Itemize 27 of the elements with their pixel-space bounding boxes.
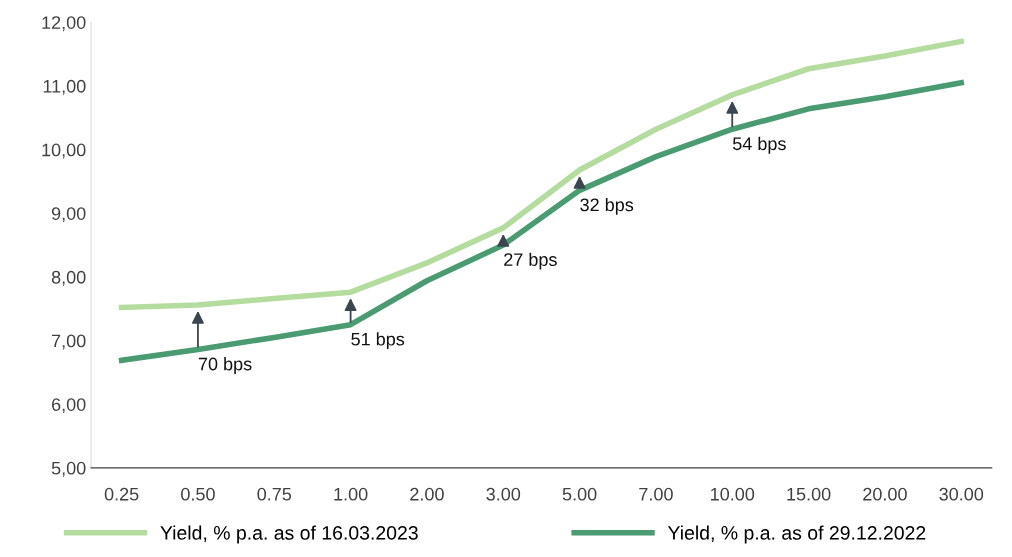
y-tick-label: 8,00 [51,270,86,286]
annotation: 32 bps [580,197,634,215]
annotation: 27 bps [504,252,557,270]
x-tick-label: 2.00 [410,487,444,501]
y-tick-label: 7,00 [52,334,86,350]
x-tick-label: 15.00 [787,487,831,501]
x-tick-label: 20.00 [863,487,907,501]
annotation: 51 bps [351,332,405,350]
x-tick-label: 0.75 [257,487,292,501]
y-tick-label: 9,00 [51,207,86,223]
y-tick-label: 6,00 [52,398,86,414]
y-tick-label: 5,00 [51,461,86,477]
annotation: 70 bps [198,357,252,374]
x-tick-label: 1.00 [334,487,368,501]
legend-label: Yield, % p.a. as of 29.12.2022 [667,525,926,544]
x-tick-label: 30.00 [939,487,984,501]
x-tick-label: 10.00 [711,487,755,501]
legend-label: Yield, % p.a. as of 16.03.2023 [160,525,418,544]
x-tick-label: 3.00 [486,487,521,501]
y-tick-label: 12,00 [42,16,86,32]
x-tick-label: 0.25 [104,487,139,501]
annotation: 54 bps [732,136,786,154]
x-tick-label: 0.50 [181,487,215,501]
y-tick-label: 11,00 [43,79,86,95]
x-tick-label: 5.00 [562,487,597,501]
y-tick-label: 10,00 [42,143,86,159]
x-tick-label: 7.00 [639,487,673,501]
